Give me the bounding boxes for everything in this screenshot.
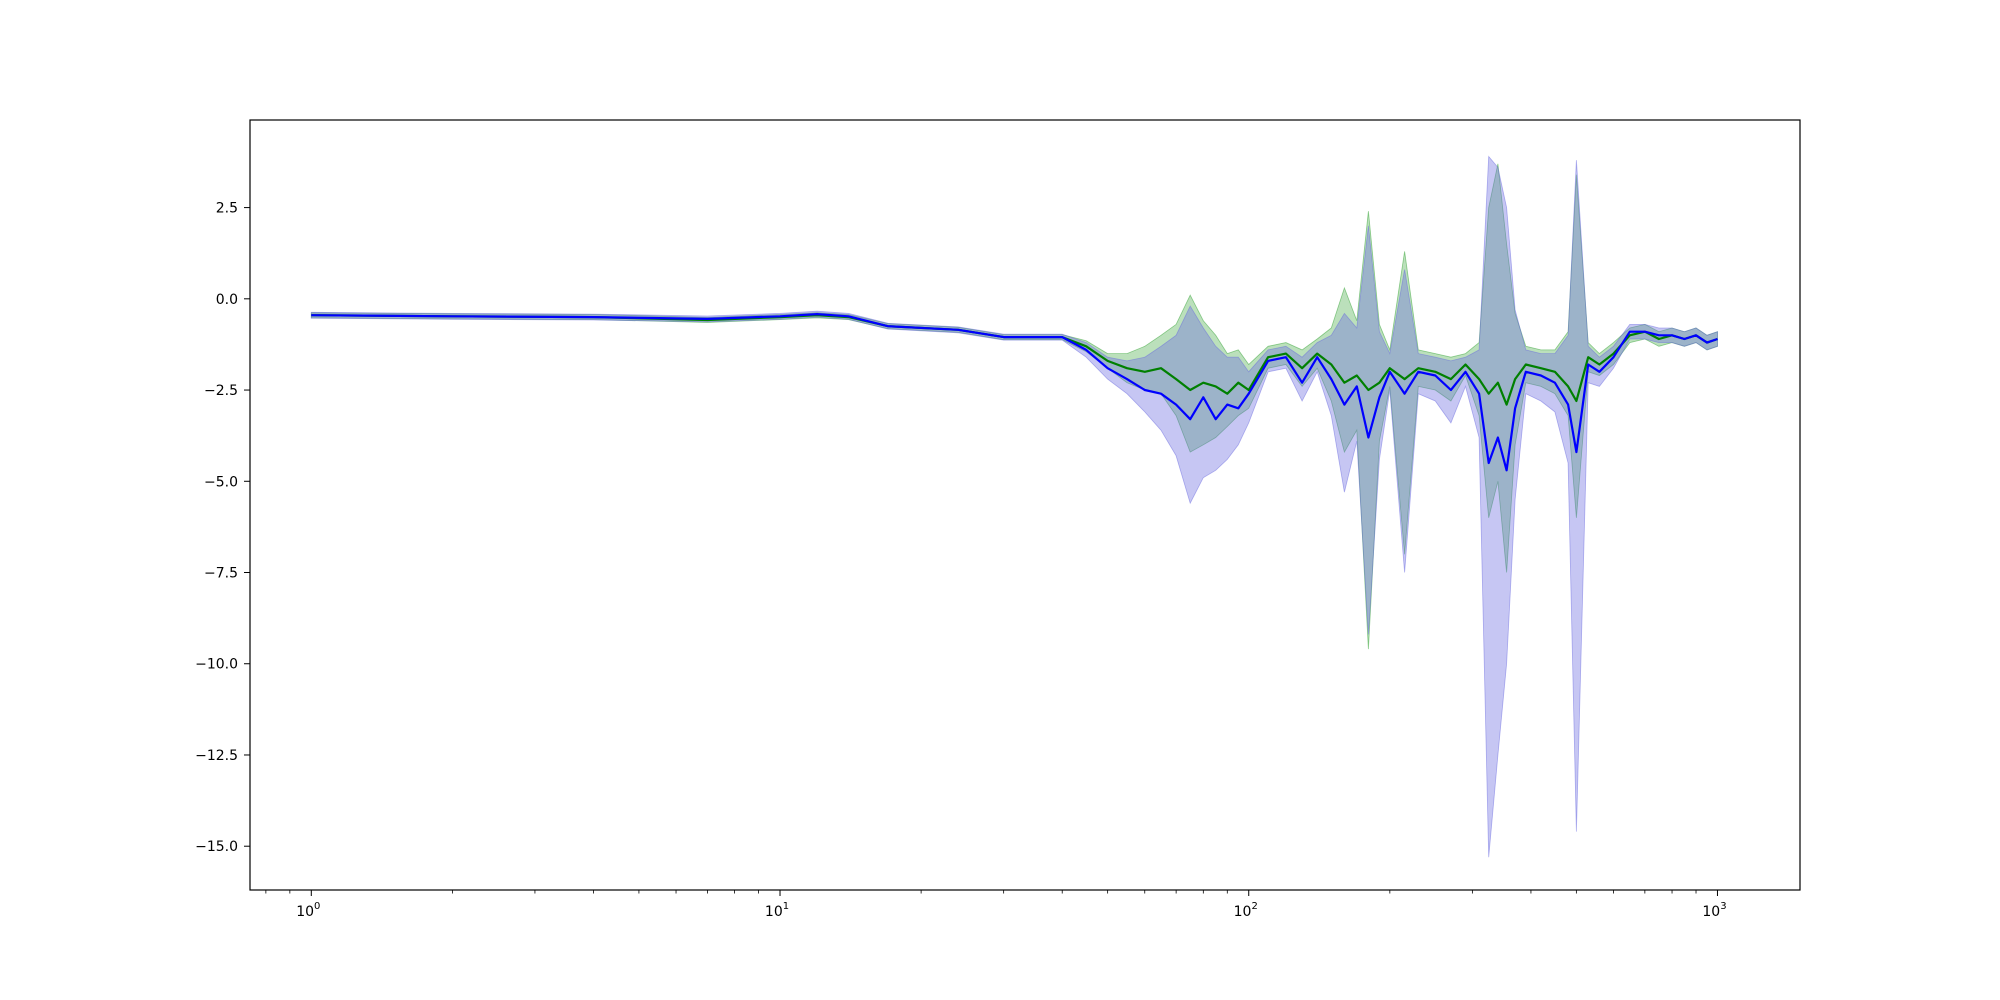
y-tick-label: −15.0 xyxy=(195,839,238,855)
plot-frame xyxy=(249,119,1801,891)
y-tick-label: −2.5 xyxy=(204,383,238,399)
y-tick-label: 2.5 xyxy=(216,201,238,217)
confidence-bands xyxy=(310,155,1718,858)
x-tick-label: 101 xyxy=(765,901,789,920)
x-axis: 100 101 102 103 xyxy=(265,890,1727,920)
y-tick-label: −10.0 xyxy=(195,657,238,673)
x-tick-label: 100 xyxy=(296,901,320,920)
blue-series-line xyxy=(311,313,1718,472)
y-tick-label: −7.5 xyxy=(204,566,238,582)
y-axis: 2.5 0.0 −2.5 −5.0 −7.5 −10.0 −12.5 −15.0 xyxy=(195,201,250,855)
y-tick-label: −12.5 xyxy=(195,748,238,764)
y-tick-label: 0.0 xyxy=(216,292,238,308)
blue-confidence-band xyxy=(310,155,1718,858)
x-tick-label: 103 xyxy=(1702,901,1726,920)
y-tick-label: −5.0 xyxy=(204,474,238,490)
x-tick-label: 102 xyxy=(1234,901,1258,920)
series-lines xyxy=(311,313,1718,472)
